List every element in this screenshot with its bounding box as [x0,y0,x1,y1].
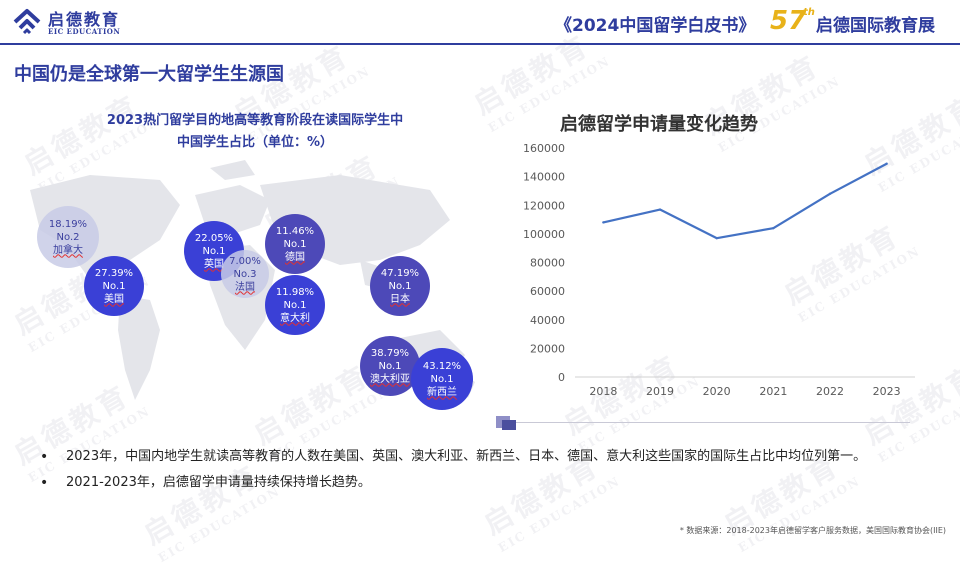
bubble-rank: No.3 [233,268,257,280]
logo-text: 启德教育 [48,10,121,29]
y-tick-label: 140000 [523,171,565,184]
header-divider [0,43,960,45]
expo-suffix: th [803,7,815,18]
line-chart: 0 20000 40000 60000 80000 100000 120000 140000 1… [523,142,915,398]
x-tick-label: 2021 [759,385,787,398]
bubble-country: 新西兰 [427,386,457,398]
data-point [658,208,662,211]
y-tick-label: 20000 [530,342,565,355]
report-title: 《2024中国留学白皮书》 [555,16,756,36]
list-item: • 2023年，中国内地学生就读高等教育的人数在美国、英国、澳大利亚、新西兰、日… [40,448,940,466]
bubble-percent: 11.46% [275,225,315,237]
expo-name: 启德国际教育展 [816,16,935,36]
bullet-text: 2023年，中国内地学生就读高等教育的人数在美国、英国、澳大利亚、新西兰、日本、… [66,449,867,464]
bubble-country: 澳大利亚 [370,373,410,385]
x-tick-label: 2020 [703,385,731,398]
bubble-percent: 27.39% [94,267,134,279]
bullet-list: • 2023年，中国内地学生就读高等教育的人数在美国、英国、澳大利亚、新西兰、日… [40,448,940,500]
y-tick-label: 100000 [523,228,565,241]
y-tick-label: 0 [558,371,565,384]
bubble-country: 加拿大 [53,244,83,256]
bubble-country: 意大利 [280,312,310,324]
list-item: • 2021-2023年，启德留学申请量持续保持增长趋势。 [40,474,940,492]
y-tick-label: 80000 [530,257,565,270]
data-point [715,236,718,240]
map-title: 2023热门留学目的地高等教育阶段在读国际学生中 中国学生占比（单位：%） [90,110,420,154]
bubble-4: 11.46% No.1 德国 [265,214,325,274]
data-point [602,221,605,224]
bubble-rank: No.1 [378,360,402,372]
bullet-dot: • [40,475,49,491]
bubble-rank: No.2 [56,231,80,243]
bubble-0: 18.19% No.2 加拿大 [37,206,99,268]
page-title: 中国仍是全球第一大留学生生源国 [14,64,284,85]
y-tick-label: 160000 [523,142,565,155]
bubble-percent: 47.19% [380,267,420,279]
logo-subtext: EIC EDUCATION [48,27,121,36]
bubble-rank: No.1 [430,373,454,385]
bubble-3: 7.00% No.3 法国 [221,250,269,298]
bubble-rank: No.1 [102,280,126,292]
bubble-percent: 18.19% [48,218,88,230]
y-tick-label: 60000 [530,285,565,298]
bubble-country: 英国 [204,258,224,270]
bubble-rank: No.1 [283,238,307,250]
source-note: * 数据来源：2018-2023年启德留学客户服务数据，美国国际教育协会(IIE… [679,526,946,535]
y-tick-label: 120000 [523,199,565,212]
bubble-7: 38.79% No.1 澳大利亚 [360,336,420,396]
bubble-country: 美国 [104,293,124,305]
expo-number: 57 [770,6,807,36]
bubble-5: 11.98% No.1 意大利 [265,275,325,335]
bubble-percent: 7.00% [229,255,261,267]
data-point [828,192,832,195]
bubble-percent: 38.79% [370,347,410,359]
y-tick-label: 40000 [530,314,565,327]
bubble-country: 日本 [390,293,410,305]
bubble-1: 27.39% No.1 美国 [84,256,144,316]
series-line [603,162,888,240]
bubble-6: 47.19% No.1 日本 [370,256,430,316]
bullet-text: 2021-2023年，启德留学申请量持续保持增长趋势。 [66,475,371,490]
divider-line [500,422,910,423]
slide-marker-icon-inner [502,420,516,430]
data-point [885,162,888,165]
x-tick-label: 2022 [816,385,844,398]
bullet-dot: • [40,449,49,465]
x-tick-label: 2018 [589,385,617,398]
bubble-country: 法国 [235,281,255,293]
chart-title: 启德留学申请量变化趋势 [560,114,758,135]
data-point [772,226,775,230]
bubble-rank: No.1 [283,299,307,311]
bubble-percent: 43.12% [422,360,462,372]
x-tick-label: 2019 [646,385,674,398]
map-title-line2: 中国学生占比（单位：%） [176,135,334,150]
bubble-percent: 22.05% [194,232,234,244]
eic-logo-icon [13,9,41,35]
x-tick-label: 2023 [873,385,901,398]
bubble-rank: No.1 [388,280,412,292]
map-title-line1: 2023热门留学目的地高等教育阶段在读国际学生中 [106,113,404,128]
bubble-8: 43.12% No.1 新西兰 [411,348,473,410]
bubble-country: 德国 [285,251,305,263]
bubble-percent: 11.98% [275,286,315,298]
bubble-rank: No.1 [202,245,226,257]
